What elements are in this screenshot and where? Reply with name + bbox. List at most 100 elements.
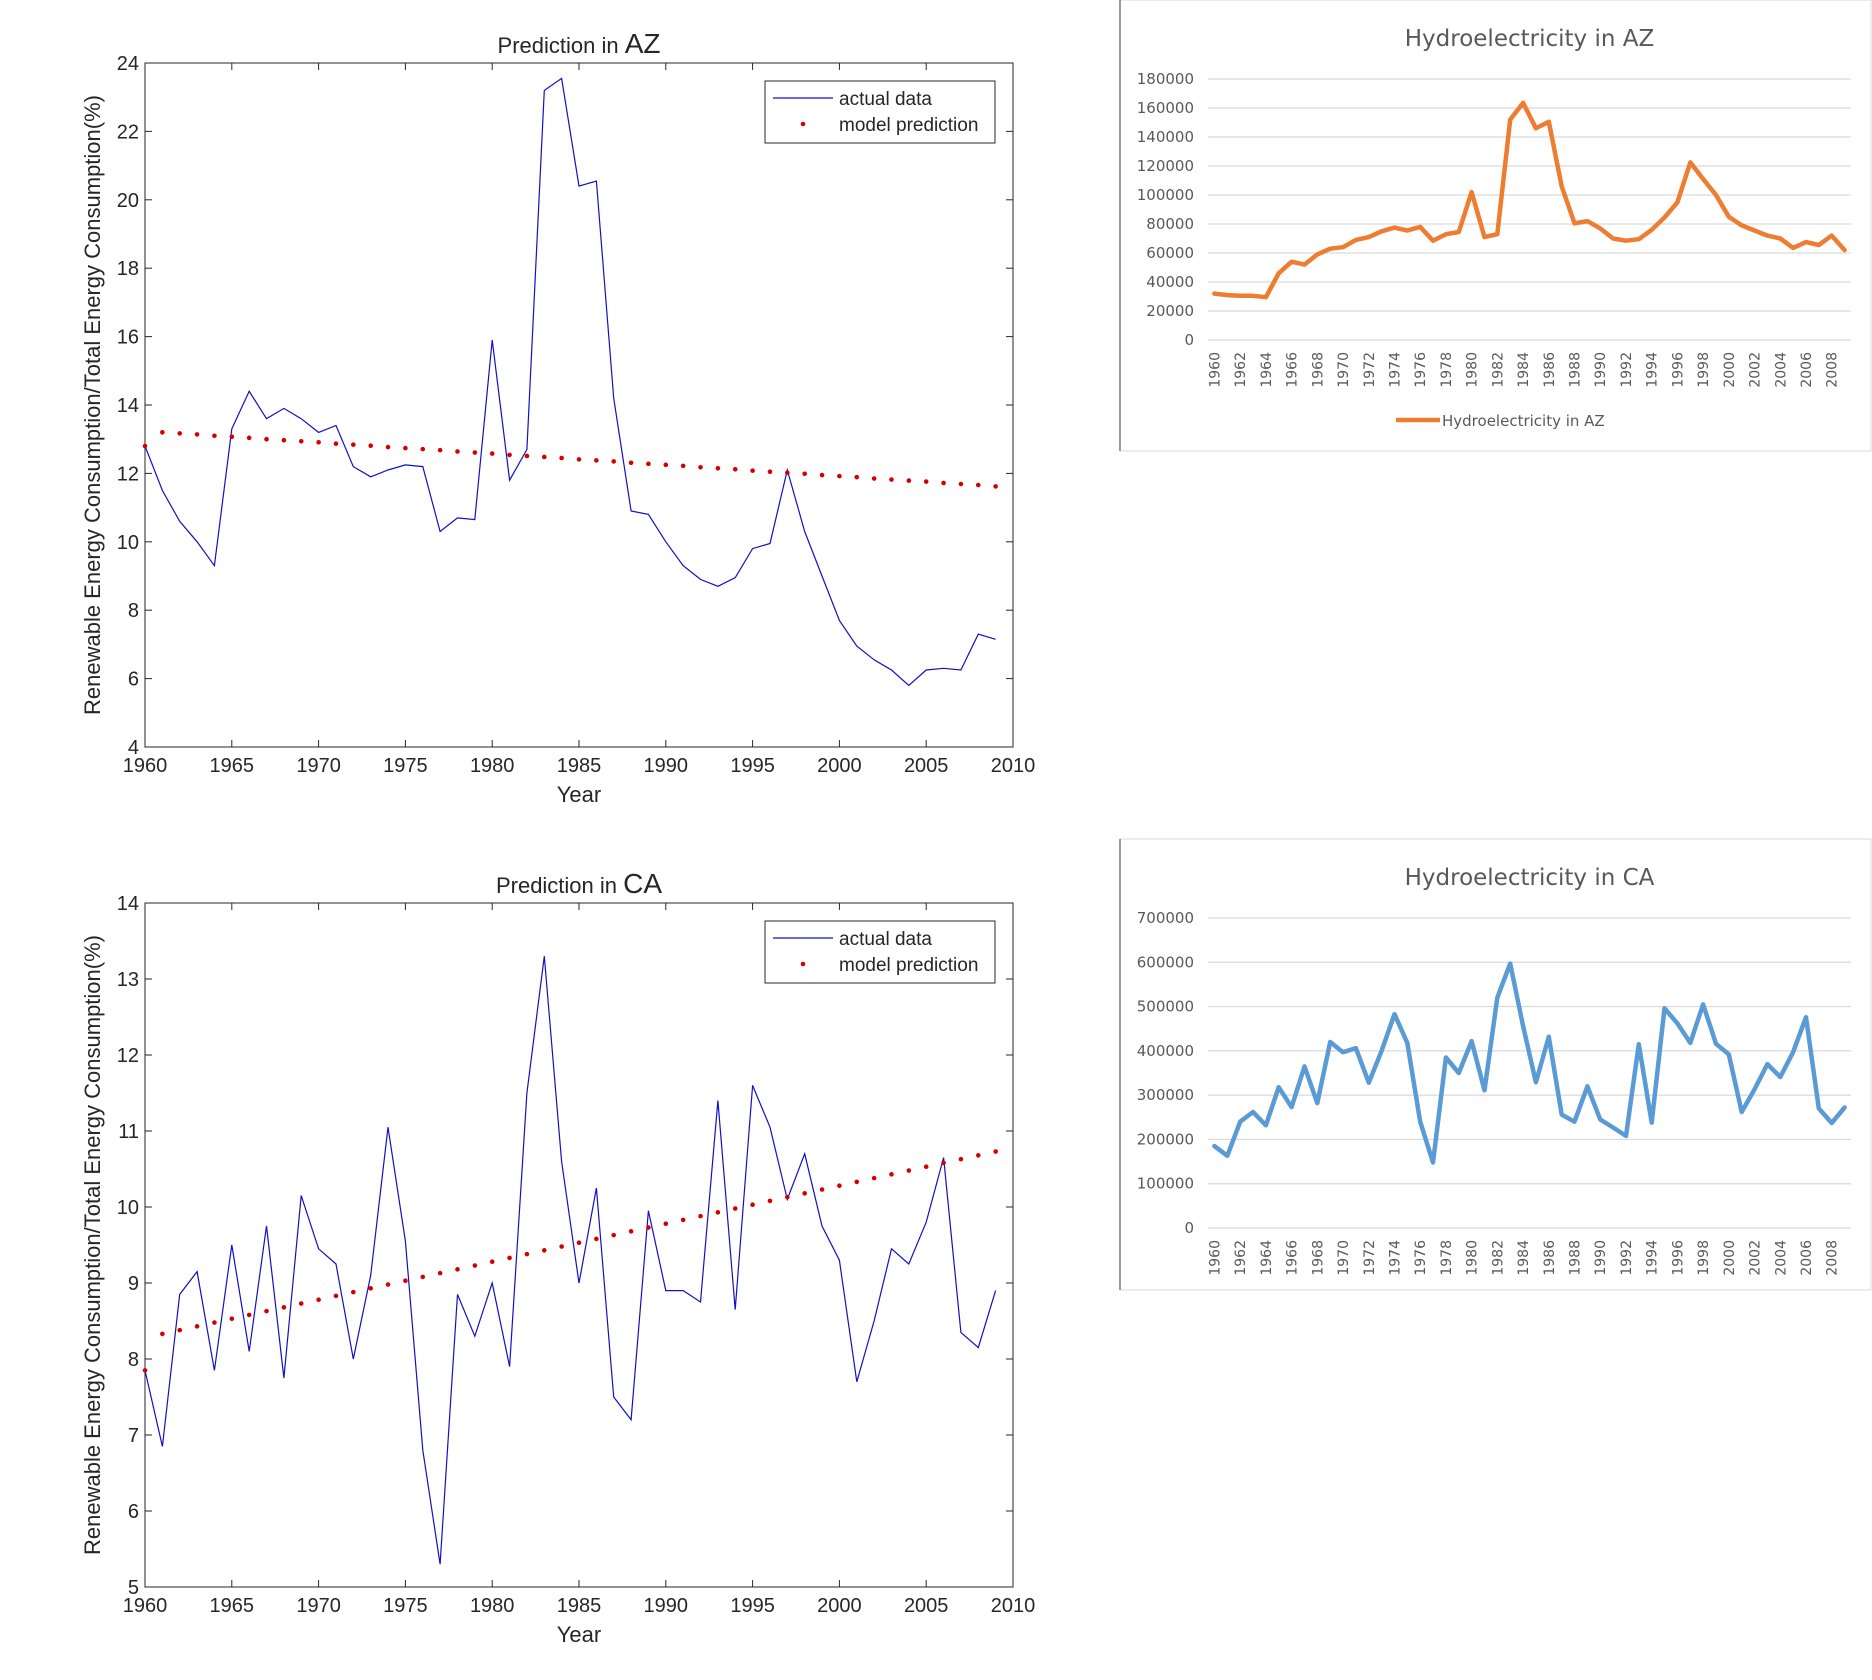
model-prediction-point — [403, 1278, 408, 1284]
model-prediction-point — [819, 472, 825, 478]
x-tick-label: 1970 — [296, 755, 341, 777]
model-prediction-point — [420, 446, 426, 452]
x-tick-label: 1992 — [1619, 1240, 1635, 1276]
model-prediction-point — [975, 482, 981, 488]
legend-prediction-swatch — [800, 961, 806, 967]
model-prediction-point — [750, 1202, 755, 1208]
model-prediction-point — [698, 1213, 703, 1219]
model-prediction-point — [316, 439, 321, 445]
model-prediction-point — [663, 1221, 669, 1227]
model-prediction-point — [837, 1183, 842, 1189]
x-tick-label: 1970 — [1336, 1240, 1352, 1276]
x-tick-label: 1965 — [210, 1595, 255, 1617]
chart-title: Prediction in CA — [496, 868, 662, 899]
x-tick-label: 1960 — [1207, 352, 1223, 388]
model-prediction-point — [351, 1289, 356, 1295]
model-prediction-point — [819, 1187, 825, 1192]
model-prediction-point — [160, 1331, 165, 1337]
model-prediction-point — [750, 468, 755, 473]
model-prediction-point — [715, 465, 721, 471]
x-tick-label: 2002 — [1748, 352, 1764, 388]
x-tick-label: 2000 — [1722, 1240, 1738, 1276]
model-prediction-point — [507, 452, 512, 458]
model-prediction-point — [576, 457, 582, 462]
x-tick-label: 1978 — [1439, 352, 1455, 388]
y-tick-label: 22 — [117, 121, 139, 143]
x-tick-label: 1975 — [383, 755, 428, 777]
model-prediction-point — [680, 463, 686, 469]
x-tick-label: 1990 — [644, 755, 689, 777]
y-tick-label: 0 — [1184, 331, 1194, 349]
model-prediction-point — [212, 433, 217, 439]
model-prediction-point — [524, 453, 530, 459]
x-tick-label: 1980 — [1465, 1240, 1481, 1276]
model-prediction-point — [541, 1248, 547, 1253]
model-prediction-point — [785, 1194, 790, 1200]
x-axis-label: Year — [557, 782, 601, 807]
model-prediction-point — [923, 1164, 929, 1170]
model-prediction-point — [194, 1324, 200, 1329]
y-tick-label: 7 — [128, 1425, 139, 1447]
y-tick-label: 16 — [117, 327, 139, 349]
ca-prediction-chart: 1960 1965 1970 1975 1980 1985 1990 1995 2000 2005… — [80, 868, 1035, 1647]
x-tick-label: 2008 — [1825, 352, 1841, 388]
x-tick-label: 1988 — [1568, 1240, 1584, 1276]
model-prediction-point — [281, 437, 287, 443]
y-axis-label: Renewable Energy Consumption/Total Energ… — [80, 935, 105, 1555]
model-prediction-point — [646, 1225, 651, 1230]
x-tick-label: 1968 — [1310, 1240, 1326, 1276]
x-tick-label: 1962 — [1233, 352, 1249, 388]
y-tick-label: 0 — [1184, 1219, 1194, 1237]
x-tick-label: 1998 — [1696, 352, 1712, 388]
x-tick-label: 1980 — [470, 755, 515, 777]
model-prediction-point — [663, 462, 669, 468]
y-tick-label: 8 — [128, 1349, 139, 1371]
model-prediction-point — [524, 1251, 530, 1257]
az-hydro-chart: Hydroelectricity in AZ 0 20000 40000 60000 80… — [1119, 0, 1872, 452]
model-prediction-point — [212, 1320, 217, 1325]
y-tick-label: 120000 — [1137, 157, 1194, 175]
model-prediction-point — [194, 432, 200, 437]
model-prediction-point — [403, 445, 408, 451]
model-prediction-point — [177, 1327, 183, 1333]
model-prediction-point — [889, 1172, 894, 1177]
x-tick-label: 2005 — [904, 755, 949, 777]
x-tick-label: 2008 — [1825, 1240, 1841, 1276]
model-prediction-point — [368, 443, 373, 448]
x-tick-label: 1982 — [1490, 1240, 1506, 1276]
x-tick-label: 1960 — [1207, 1240, 1223, 1276]
y-tick-label: 60000 — [1146, 244, 1194, 262]
model-prediction-point — [958, 481, 964, 487]
model-prediction-point — [333, 441, 339, 446]
y-tick-label: 9 — [128, 1273, 139, 1295]
x-tick-label: 1985 — [557, 1595, 602, 1617]
y-tick-label: 14 — [117, 893, 139, 915]
model-prediction-point — [368, 1286, 373, 1291]
y-tick-label: 600000 — [1137, 953, 1194, 971]
model-prediction-point — [246, 435, 252, 441]
x-tick-label: 1994 — [1645, 1240, 1661, 1276]
ca-hydro-chart: Hydroelectricity in CA 0 100000 200000 30000… — [1119, 838, 1872, 1291]
legend-label: Hydroelectricity in AZ — [1442, 412, 1605, 430]
model-prediction-point — [889, 477, 894, 482]
y-tick-label: 14 — [117, 395, 139, 417]
model-prediction-point — [732, 1206, 738, 1211]
x-tick-label: 1962 — [1233, 1240, 1249, 1276]
model-prediction-point — [871, 476, 877, 481]
model-prediction-point — [559, 455, 564, 461]
legend-actual-label: actual data — [839, 929, 932, 950]
y-tick-label: 6 — [128, 1501, 139, 1523]
x-tick-label: 1986 — [1542, 352, 1558, 388]
x-tick-label: 1976 — [1413, 1240, 1429, 1276]
x-tick-label: 1975 — [383, 1595, 428, 1617]
series-line — [1212, 961, 1847, 1165]
x-tick-label: 2005 — [904, 1595, 949, 1617]
model-prediction-point — [576, 1240, 582, 1246]
model-prediction-point — [316, 1297, 321, 1303]
x-tick-label: 1964 — [1259, 1240, 1275, 1276]
model-prediction-point — [351, 442, 356, 447]
x-tick-label: 1990 — [1593, 1240, 1609, 1276]
model-prediction-point — [455, 1267, 460, 1272]
model-prediction-point — [142, 443, 148, 449]
x-tick-label: 1974 — [1387, 352, 1403, 388]
